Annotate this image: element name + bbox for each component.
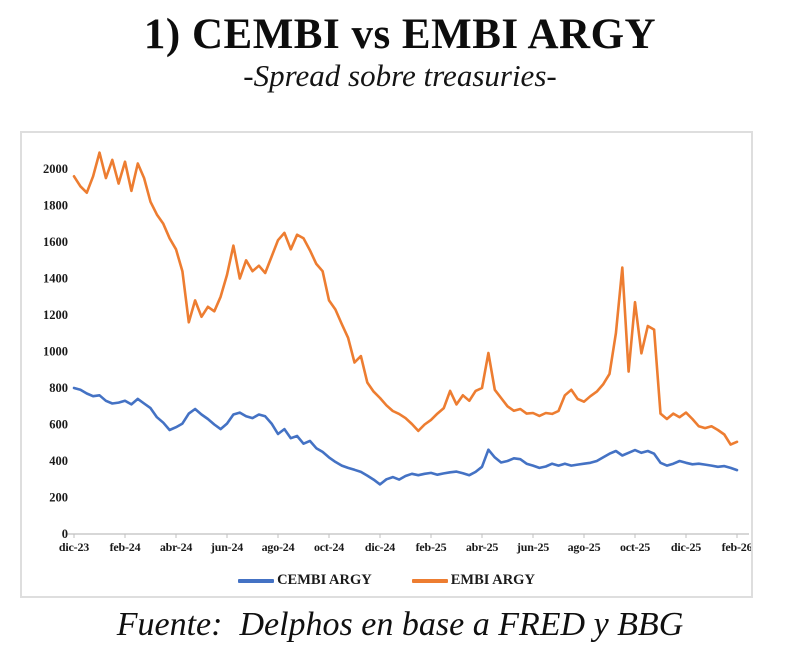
x-tick-label: ago-25	[568, 540, 601, 554]
x-tick-label: ago-24	[262, 540, 295, 554]
y-tick-label: 400	[49, 454, 68, 468]
y-tick-label: 1000	[43, 345, 68, 359]
x-tick-label: feb-24	[110, 540, 141, 554]
y-tick-label: 200	[49, 491, 68, 505]
x-tick-label: dic-25	[671, 540, 701, 554]
chart-svg: 0 200 400 600 800 1000 1200 1400 1600 1800 2000 dic…	[43, 151, 751, 554]
cembi-line-swatch	[238, 578, 275, 583]
y-tick-label: 1200	[43, 308, 68, 322]
x-tick-label: feb-26	[722, 540, 751, 554]
y-tick-label: 800	[49, 381, 68, 395]
x-tick-label: jun-25	[516, 540, 549, 554]
chart-container: 0 200 400 600 800 1000 1200 1400 1600 1800 2000 dic…	[20, 131, 753, 598]
embi-line-swatch	[411, 578, 448, 583]
x-tick-label: oct-25	[620, 540, 650, 554]
embi-argy-line	[72, 151, 739, 446]
y-tick-label: 1400	[43, 272, 68, 286]
x-tick-label: feb-25	[416, 540, 447, 554]
y-tick-label: 1800	[43, 199, 68, 213]
legend-label-cembi: CEMBI ARGY	[277, 572, 372, 588]
y-tick-label: 600	[49, 418, 68, 432]
page-subtitle: -Spread sobre treasuries-	[243, 58, 557, 94]
x-tick-label: dic-23	[59, 540, 89, 554]
legend-label-embi: EMBI ARGY	[450, 572, 535, 588]
x-tick-label: abr-24	[160, 540, 193, 554]
x-tick-label: dic-24	[365, 540, 395, 554]
legend-item-cembi: CEMBI ARGY	[238, 572, 372, 589]
page-title: 1) CEMBI vs EMBI ARGY	[143, 11, 657, 58]
cembi-argy-line	[72, 386, 739, 486]
chart-legend: CEMBI ARGY EMBI ARGY	[22, 572, 751, 589]
y-tick-label: 2000	[43, 162, 68, 176]
x-tick-label: oct-24	[314, 540, 344, 554]
y-tick-label: 0	[62, 527, 68, 541]
x-tick-label: abr-25	[466, 540, 499, 554]
x-tick-label: jun-24	[210, 540, 243, 554]
source-note: Fuente: Delphos en base a FRED y BBG	[116, 606, 684, 643]
y-tick-label: 1600	[43, 235, 68, 249]
legend-item-embi: EMBI ARGY	[411, 572, 535, 589]
